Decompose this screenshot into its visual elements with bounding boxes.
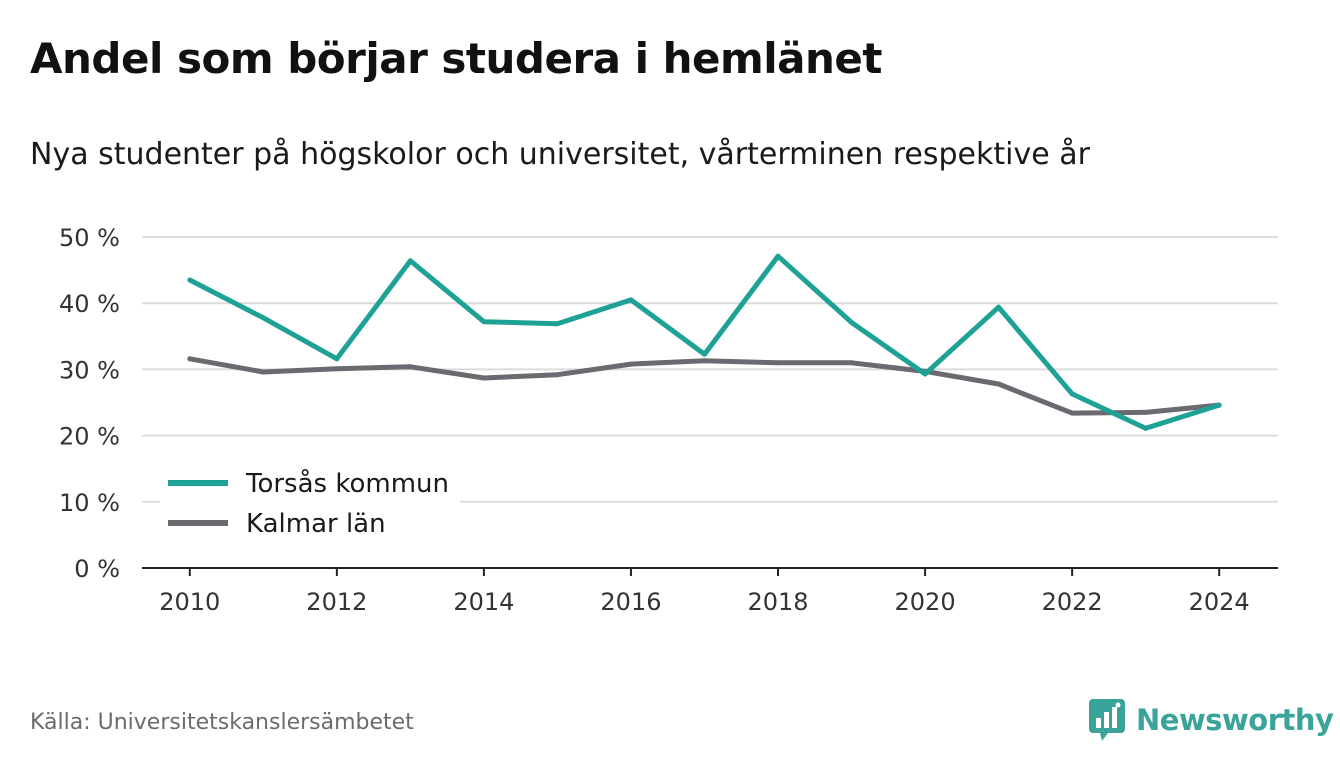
- data-point: [849, 319, 855, 325]
- x-tick-label: 2020: [895, 588, 956, 616]
- legend-label: Torsås kommun: [245, 468, 449, 499]
- y-tick-label: 20 %: [59, 423, 120, 451]
- data-point: [849, 360, 855, 366]
- y-tick-label: 0 %: [74, 555, 120, 583]
- x-axis-tick-labels: 2010 2012 2014 2016 2018 2020 2022 2024: [159, 568, 1250, 616]
- data-point: [260, 369, 266, 375]
- data-point: [334, 366, 340, 372]
- x-tick-label: 2016: [600, 588, 661, 616]
- data-point: [775, 253, 781, 259]
- data-point: [1216, 402, 1222, 408]
- data-point: [334, 356, 340, 362]
- legend-label: Kalmar län: [246, 509, 386, 539]
- x-tick-label: 2014: [453, 588, 514, 616]
- data-point: [481, 375, 487, 381]
- data-point: [481, 319, 487, 325]
- data-point: [1069, 391, 1075, 397]
- x-tick-label: 2012: [306, 588, 367, 616]
- x-tick-label: 2022: [1042, 588, 1103, 616]
- data-point: [996, 304, 1002, 310]
- data-point: [407, 258, 413, 264]
- brand-name: Newsworthy: [1136, 703, 1334, 737]
- data-point: [554, 321, 560, 327]
- newsworthy-logo-icon: [1089, 699, 1125, 741]
- y-tick-label: 40 %: [59, 290, 120, 318]
- y-tick-label: 50 %: [59, 224, 120, 252]
- series-lines: [187, 253, 1222, 431]
- data-point: [628, 361, 634, 367]
- series-line-tors-s-kommun: [188, 253, 1220, 431]
- legend-background: [160, 462, 460, 544]
- data-point: [628, 297, 634, 303]
- source-note: Källa: Universitetskanslersämbetet: [30, 710, 414, 735]
- data-point: [775, 360, 781, 366]
- chart-title: Andel som börjar studera i hemlänet: [30, 34, 883, 83]
- data-point: [1143, 425, 1149, 431]
- y-tick-label: 30 %: [59, 356, 120, 384]
- y-tick-label: 10 %: [59, 489, 120, 517]
- data-point: [996, 381, 1002, 387]
- data-point: [701, 351, 707, 357]
- legend: Torsås kommun Kalmar län: [160, 462, 460, 544]
- data-point: [554, 372, 560, 378]
- x-tick-label: 2024: [1189, 588, 1250, 616]
- x-tick-label: 2010: [159, 588, 220, 616]
- line-chart: 0 % 10 % 20 % 30 % 40 % 50 % 2010 2012 2014 2016…: [59, 224, 1278, 616]
- brand-logo: Newsworthy: [1088, 698, 1334, 742]
- x-tick-label: 2018: [747, 588, 808, 616]
- data-point: [407, 364, 413, 370]
- data-point: [1069, 410, 1075, 416]
- chart-subtitle: Nya studenter på högskolor och universit…: [30, 137, 1090, 172]
- data-point: [187, 356, 193, 362]
- data-point: [187, 277, 193, 283]
- data-point: [260, 315, 266, 321]
- data-point: [922, 371, 928, 377]
- y-axis-tick-labels: 0 % 10 % 20 % 30 % 40 % 50 %: [59, 224, 120, 583]
- data-point: [701, 358, 707, 364]
- data-point: [1143, 409, 1149, 415]
